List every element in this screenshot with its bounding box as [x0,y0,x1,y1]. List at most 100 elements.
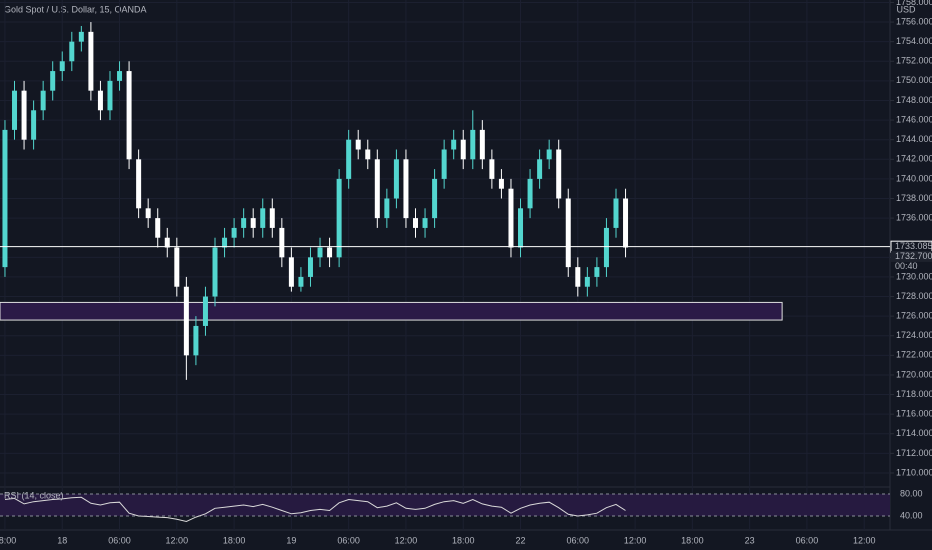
candle-body [565,198,571,268]
candle-body [460,139,466,160]
candle-body [88,31,94,91]
y-tick-label: 1754.000 [896,36,932,46]
candle-body [403,159,409,219]
candle-body [317,247,323,258]
candle-body [298,276,304,287]
y-tick-label: 1728.000 [896,291,932,301]
candle-body [107,80,113,111]
y-tick-label: 1758.000 [896,0,932,7]
candle-body [183,286,189,356]
candle-body [470,129,476,160]
candle-body [518,208,524,248]
candle-body [393,159,399,199]
candle-body [12,90,18,130]
candle-body [241,218,247,228]
candle-body [374,159,380,219]
x-tick-label: 23 [745,535,755,545]
chart-title: Gold Spot / U.S. Dollar, 15, OANDA [4,4,147,14]
x-tick-label: 12:00 [853,535,876,545]
y-tick-label: 1750.000 [896,75,932,85]
candle-body [556,149,562,199]
y-tick-label: 1712.000 [896,448,932,458]
candle-body [269,208,275,228]
candle-body [21,90,27,140]
y-tick-label: 1718.000 [896,389,932,399]
candle-body [355,139,361,150]
x-tick-label: 19 [286,535,296,545]
y-tick-label: 1738.000 [896,193,932,203]
y-tick-label: 1748.000 [896,95,932,105]
candle-body [59,61,65,72]
candle-body [498,178,504,189]
x-tick-label: 12:00 [624,535,647,545]
candle-body [508,188,514,248]
y-tick-label: 1740.000 [896,173,932,183]
candle-body [603,227,609,268]
candle-body [307,257,313,277]
candle-body [78,31,84,42]
candle-body [327,247,333,258]
y-tick-label: 1730.000 [896,271,932,281]
candle-body [31,110,37,140]
x-tick-label: 18:00 [223,535,246,545]
candle-body [336,178,342,258]
x-tick-label: 22 [516,535,526,545]
rsi-tick-label: 40.00 [900,510,923,520]
axis-unit: USD [896,4,916,14]
candle-body [527,178,533,209]
candle-body [2,129,8,268]
rsi-line [4,496,626,523]
y-tick-label: 1716.000 [896,409,932,419]
support-zone [0,301,783,321]
x-tick-label: 18:00 [0,535,16,545]
candle-body [623,198,629,248]
candle-body [584,276,590,287]
candle-body [346,139,352,179]
candle-body [164,237,170,248]
candle-body [212,247,218,297]
candle-body [613,198,619,228]
candle-body [479,129,485,160]
candle-body [40,90,46,111]
candle-body [594,267,600,277]
x-tick-label: 06:00 [567,535,590,545]
candle-body [222,237,228,248]
y-tick-label: 1720.000 [896,369,932,379]
candle-body [174,247,180,287]
y-tick-label: 1710.000 [896,467,932,477]
x-tick-label: 06:00 [796,535,819,545]
candle-body [202,296,208,326]
candle-body [69,41,75,62]
candle-body [126,71,132,160]
y-tick-label: 1756.000 [896,16,932,26]
x-tick-label: 18:00 [681,535,704,545]
rsi-label: RSI (14, close) [4,490,64,500]
candle-body [97,90,103,111]
candle-body [145,208,151,219]
candle-body [260,208,266,228]
x-tick-label: 18 [57,535,67,545]
candle-body [50,71,56,91]
candle-body [575,267,581,287]
candle-body [441,149,447,179]
y-tick-label: 1722.000 [896,350,932,360]
candle-body [422,218,428,228]
candle-body [365,149,371,160]
countdown: 00:40 [895,261,918,271]
candle-body [384,198,390,219]
candle-body [231,227,237,238]
y-tick-label: 1714.000 [896,428,932,438]
x-tick-label: 06:00 [108,535,131,545]
y-tick-label: 1744.000 [896,134,932,144]
price-label: 1732.700 [895,251,932,261]
candle-body [546,149,552,160]
x-tick-label: 12:00 [395,535,418,545]
y-tick-label: 1724.000 [896,330,932,340]
candle-body [193,325,199,356]
candle-body [136,159,142,209]
candle-body [155,218,161,238]
candle-body [432,178,438,219]
candle-body [288,257,294,287]
